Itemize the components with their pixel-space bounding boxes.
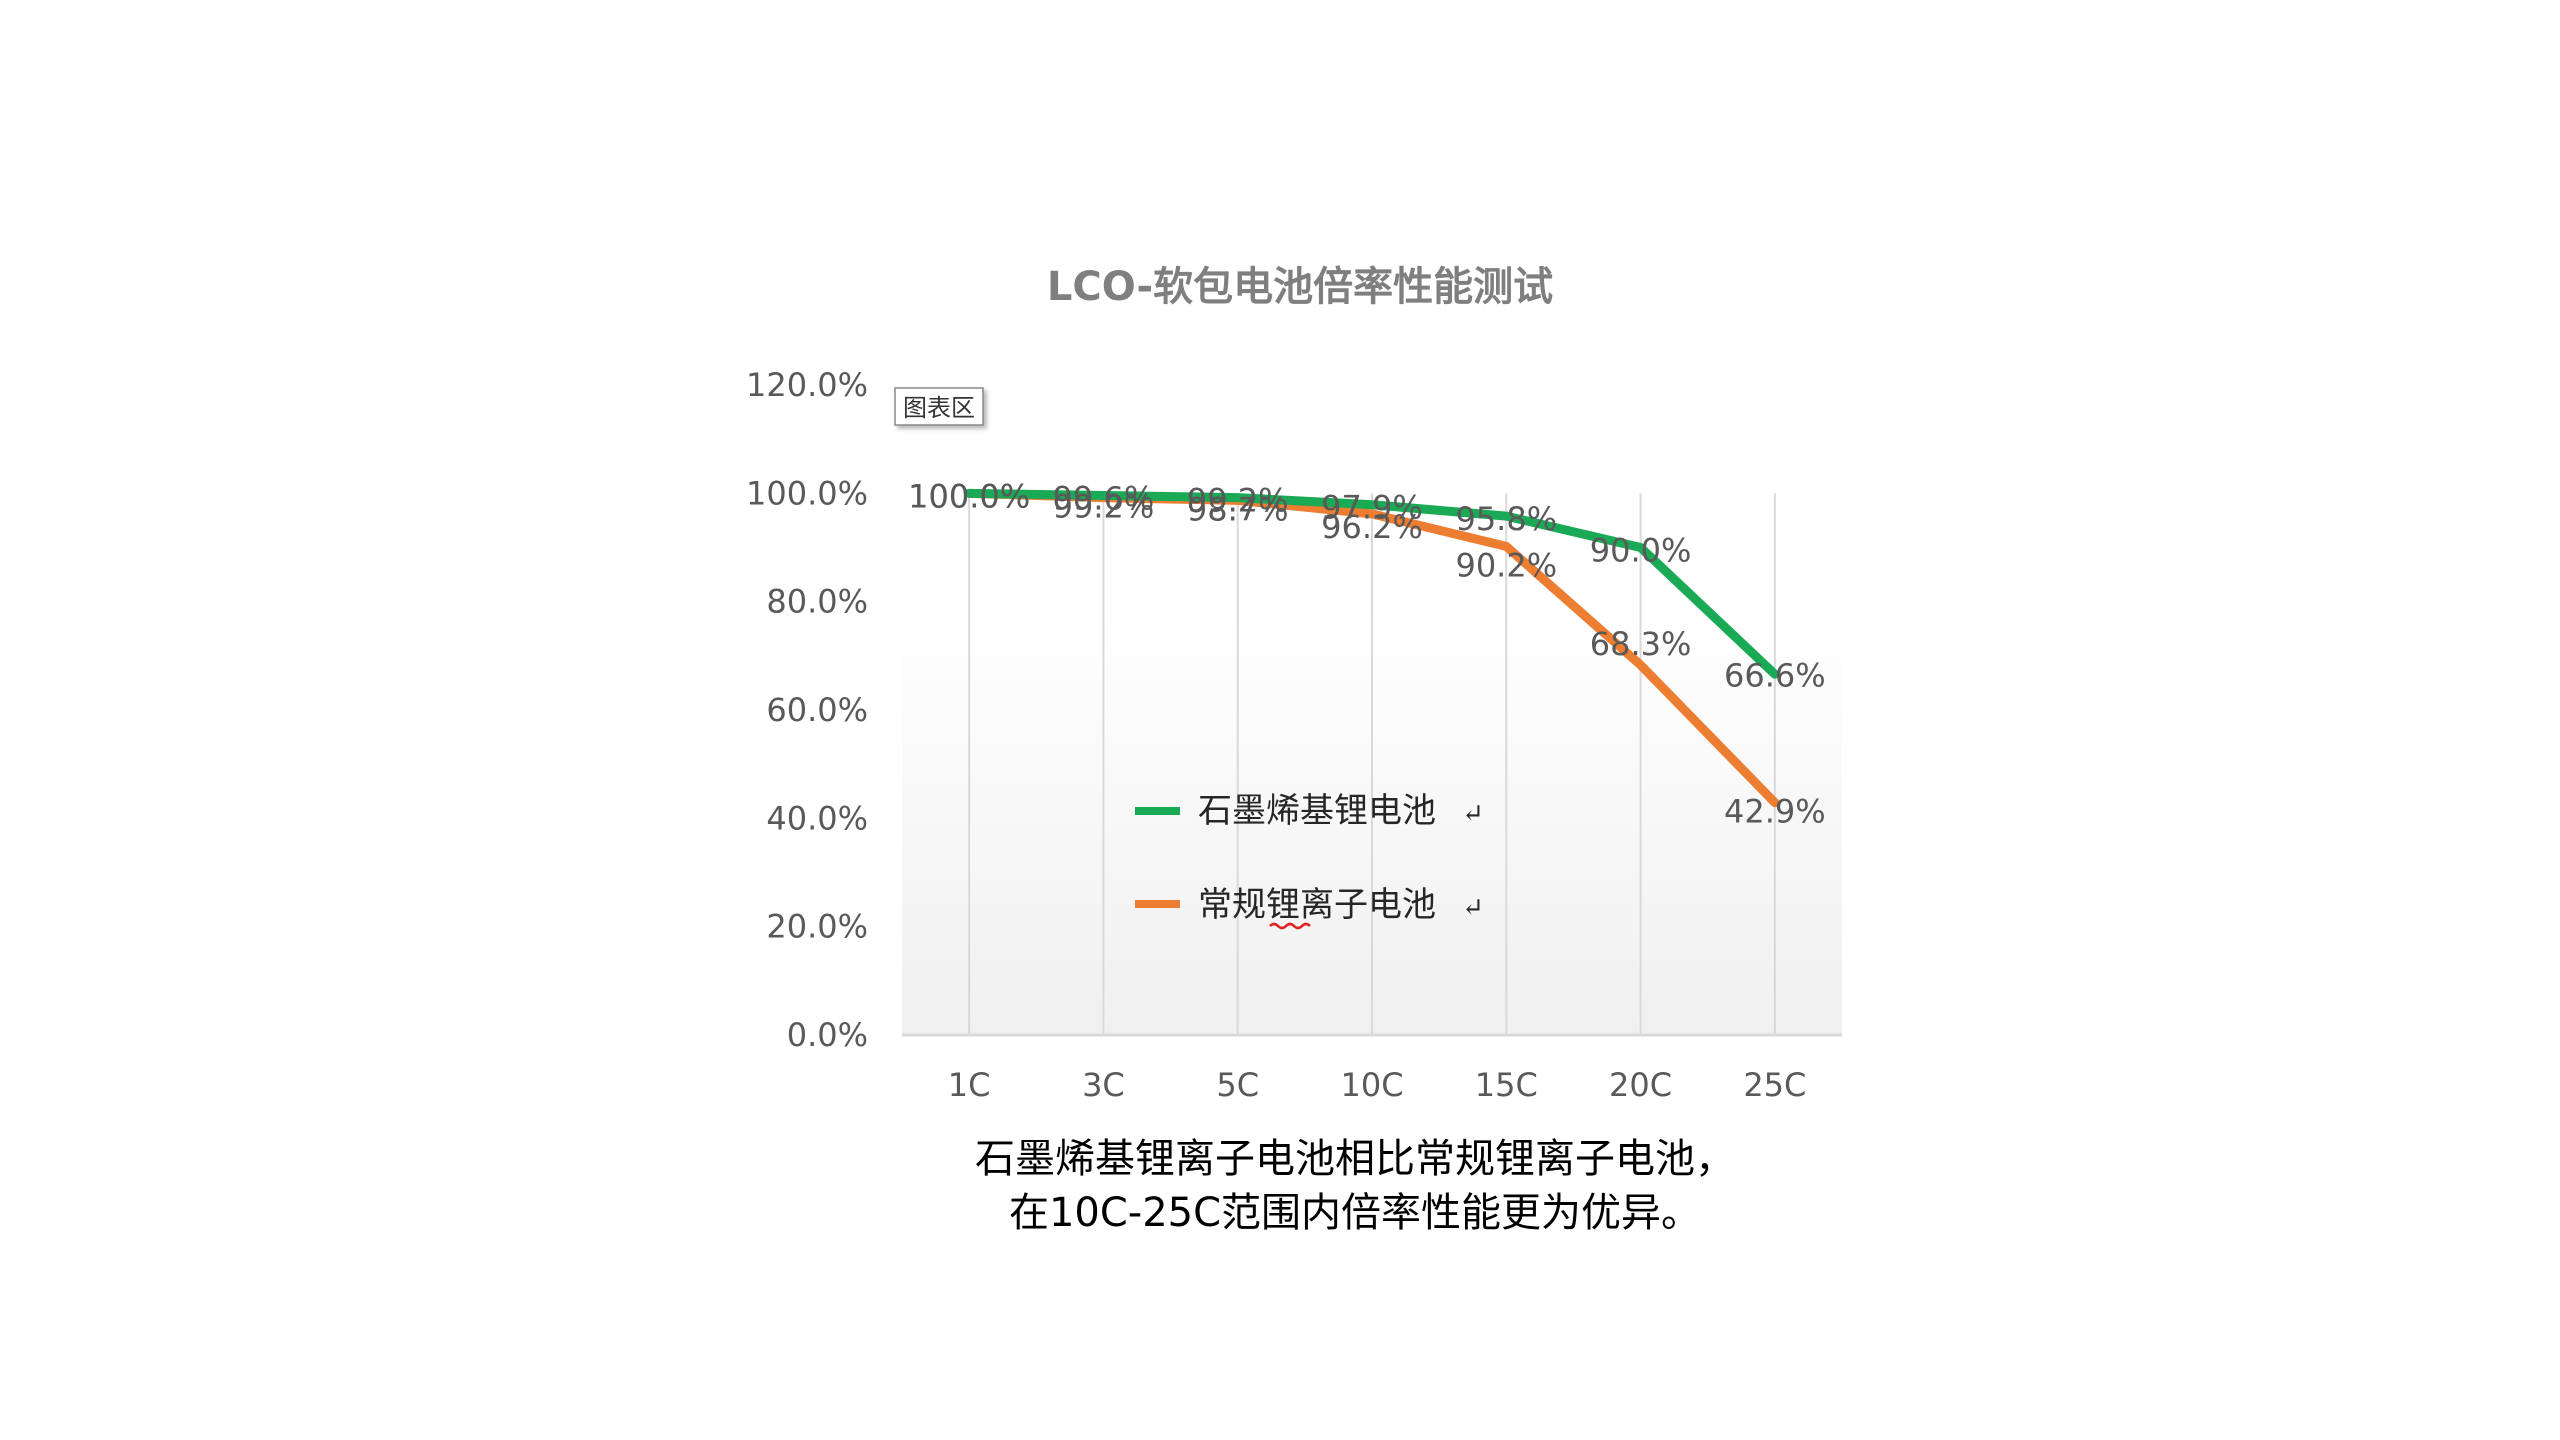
x-tick-label: 20C xyxy=(1609,1066,1672,1104)
x-tick-label: 1C xyxy=(948,1066,991,1104)
data-label-series-1: 98.7% xyxy=(1187,490,1289,528)
legend-label-graphene: 石墨烯基锂电池 xyxy=(1198,791,1436,831)
data-label-series-0: 90.0% xyxy=(1590,532,1692,570)
grid-lines xyxy=(968,493,1776,1035)
y-tick-label: 0.0% xyxy=(787,1016,868,1054)
y-tick-label: 120.0% xyxy=(746,366,868,404)
x-tick-label: 25C xyxy=(1743,1066,1806,1104)
data-label-series-1: 68.3% xyxy=(1590,625,1692,663)
caption-line-1: 石墨烯基锂离子电池相比常规锂离子电池， xyxy=(975,1136,1735,1182)
y-tick-label: 80.0% xyxy=(766,583,868,621)
data-label-series-0: 99.2% xyxy=(1187,482,1289,520)
data-label-series-0: 99.6% xyxy=(1053,480,1155,518)
y-tick-label: 20.0% xyxy=(766,908,868,946)
y-axis-ticks: 0.0% 20.0% 40.0% 60.0% 80.0% 100.0% 120.0% xyxy=(746,366,868,1054)
data-label-series-0: 95.8% xyxy=(1455,500,1557,538)
caption-line-2: 在10C-25C范围内倍率性能更为优异。 xyxy=(1009,1190,1701,1236)
data-labels: 100.0% 99.6% 99.2% 97.9% 95.8%90.0%66.6%100.… xyxy=(908,477,1826,830)
series-lines xyxy=(964,488,1780,808)
data-label-series-1: 42.9% xyxy=(1724,793,1826,831)
chart-title: LCO-软包电池倍率性能测试 xyxy=(1047,264,1553,310)
legend[interactable]: 石墨烯基锂电池 ↵ 常规锂离子电池 ↵ xyxy=(1135,791,1484,930)
data-label-series-0: 97.9% xyxy=(1321,489,1423,527)
chart-area-tooltip xyxy=(894,387,984,426)
data-label-series-0: 100.0% xyxy=(908,477,1030,515)
spellcheck-underline xyxy=(1269,922,1311,930)
legend-label-conventional: 常规锂离子电池 xyxy=(1198,885,1436,925)
y-tick-label: 40.0% xyxy=(766,799,868,837)
data-label-series-1: 100.0% xyxy=(908,477,1030,515)
data-label-series-1: 90.2% xyxy=(1455,546,1557,584)
legend-return-symbol: ↵ xyxy=(1462,893,1484,923)
series-line-0[interactable] xyxy=(964,488,1780,679)
data-label-series-0: 66.6% xyxy=(1724,656,1826,694)
tooltip-text: 图表区 xyxy=(903,394,975,422)
x-tick-label: 5C xyxy=(1216,1066,1259,1104)
y-tick-label: 60.0% xyxy=(766,691,868,729)
x-tick-label: 15C xyxy=(1475,1066,1538,1104)
x-tick-label: 3C xyxy=(1082,1066,1125,1104)
x-axis-ticks: 1C 3C 5C 10C 15C 20C 25C xyxy=(948,1066,1807,1104)
x-tick-label: 10C xyxy=(1340,1066,1403,1104)
data-label-series-1: 99.2% xyxy=(1053,488,1155,526)
legend-return-symbol: ↵ xyxy=(1462,799,1484,829)
data-label-series-1: 96.2% xyxy=(1321,508,1423,546)
y-tick-label: 100.0% xyxy=(746,474,868,512)
